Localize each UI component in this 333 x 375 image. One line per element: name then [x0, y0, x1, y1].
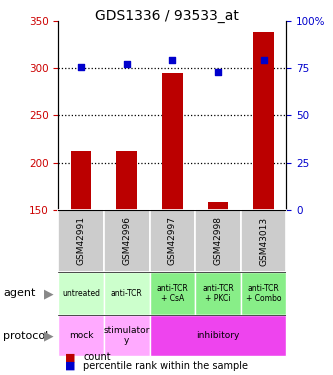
Text: percentile rank within the sample: percentile rank within the sample [83, 361, 248, 370]
Text: untreated: untreated [62, 289, 100, 298]
Bar [150, 272, 195, 315]
Text: anti-TCR: anti-TCR [111, 289, 143, 298]
Point [79, 64, 84, 70]
Text: protocol: protocol [3, 331, 49, 340]
Point [261, 57, 266, 63]
Bar [253, 32, 274, 210]
Bar [58, 210, 104, 272]
Bar [241, 210, 286, 272]
Text: ■: ■ [65, 361, 76, 370]
Bar [58, 315, 104, 356]
Text: mock: mock [69, 331, 93, 340]
Bar [104, 272, 150, 315]
Point [124, 61, 129, 67]
Bar [241, 272, 286, 315]
Bar [150, 210, 195, 272]
Text: anti-TCR
+ CsA: anti-TCR + CsA [157, 284, 188, 303]
Text: anti-TCR
+ PKCi: anti-TCR + PKCi [202, 284, 234, 303]
Bar [71, 151, 91, 210]
Point [215, 69, 221, 75]
Text: stimulator
y: stimulator y [104, 326, 150, 345]
Text: anti-TCR
+ Combo: anti-TCR + Combo [246, 284, 281, 303]
Bar [58, 272, 104, 315]
Text: GSM42991: GSM42991 [77, 216, 86, 266]
Bar [208, 202, 228, 210]
Text: ■: ■ [65, 352, 76, 362]
Text: GSM43013: GSM43013 [259, 216, 268, 266]
Bar [117, 151, 137, 210]
Text: agent: agent [3, 288, 36, 298]
Text: GDS1336 / 93533_at: GDS1336 / 93533_at [95, 9, 238, 23]
Bar [104, 315, 150, 356]
Text: GSM42998: GSM42998 [213, 216, 222, 266]
Text: GSM42996: GSM42996 [122, 216, 131, 266]
Text: count: count [83, 352, 111, 362]
Bar [162, 73, 182, 210]
Point [170, 57, 175, 63]
Bar [150, 315, 286, 356]
Text: ▶: ▶ [44, 287, 53, 300]
Bar [195, 272, 241, 315]
Text: ▶: ▶ [44, 329, 53, 342]
Bar [104, 210, 150, 272]
Text: inhibitory: inhibitory [196, 331, 240, 340]
Text: GSM42997: GSM42997 [168, 216, 177, 266]
Bar [195, 210, 241, 272]
